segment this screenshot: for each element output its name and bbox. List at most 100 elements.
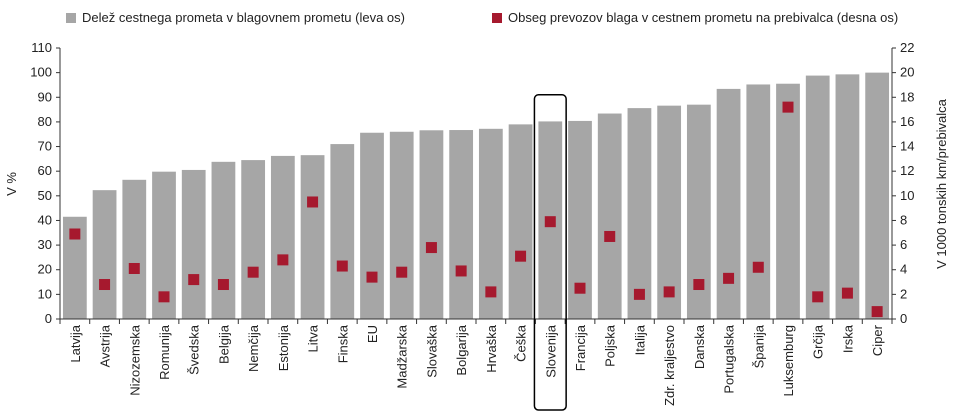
left-tick-label: 90 bbox=[38, 89, 52, 104]
bar bbox=[597, 113, 622, 319]
left-axis-title: V % bbox=[4, 172, 19, 196]
legend-marker-label: Obseg prevozov blaga v cestnem prometu n… bbox=[508, 10, 898, 25]
category-label: Poljska bbox=[603, 324, 618, 367]
bar bbox=[835, 74, 860, 320]
marker bbox=[455, 265, 467, 277]
category-label: Madžarska bbox=[395, 324, 410, 388]
category-label: Nemčija bbox=[246, 324, 261, 372]
category-label: Češka bbox=[514, 324, 529, 362]
highlight-box bbox=[533, 94, 567, 411]
marker bbox=[782, 101, 794, 113]
category-label: EU bbox=[365, 325, 380, 343]
marker bbox=[69, 228, 81, 240]
marker bbox=[544, 216, 556, 228]
category-label: Portugalska bbox=[722, 324, 737, 393]
left-tick-label: 30 bbox=[38, 237, 52, 252]
category-label: Latvija bbox=[68, 324, 83, 362]
category-label: Romunija bbox=[157, 324, 172, 380]
category-label: Finska bbox=[335, 324, 350, 363]
legend-bar-label: Delež cestnega prometa v blagovnem prome… bbox=[82, 10, 405, 25]
category-label: Zdr. kraljestvo bbox=[662, 325, 677, 406]
legend-marker-swatch bbox=[492, 13, 502, 23]
left-tick-label: 110 bbox=[31, 40, 52, 55]
bar bbox=[181, 169, 206, 319]
right-tick-label: 10 bbox=[900, 188, 914, 203]
bar bbox=[241, 160, 266, 319]
category-label: Danska bbox=[692, 324, 707, 369]
marker bbox=[277, 254, 289, 266]
bar bbox=[360, 132, 384, 319]
marker bbox=[871, 306, 883, 318]
category-label: Bolgarija bbox=[454, 324, 469, 375]
right-tick-label: 20 bbox=[900, 65, 914, 80]
bar bbox=[330, 144, 355, 319]
legend-bar-swatch bbox=[66, 13, 76, 23]
category-label: Švedska bbox=[187, 324, 202, 375]
bar bbox=[657, 105, 682, 319]
right-tick-label: 22 bbox=[900, 40, 914, 55]
marker bbox=[812, 291, 824, 303]
bar bbox=[270, 155, 295, 319]
left-tick-label: 10 bbox=[38, 286, 52, 301]
marker bbox=[217, 279, 229, 291]
right-tick-label: 6 bbox=[900, 237, 907, 252]
category-label: Ciper bbox=[870, 324, 885, 356]
bar bbox=[300, 155, 325, 319]
category-label: Hrvaška bbox=[484, 324, 499, 372]
left-tick-label: 40 bbox=[38, 212, 52, 227]
bar bbox=[865, 72, 890, 320]
left-tick-label: 0 bbox=[45, 311, 52, 326]
marker bbox=[336, 260, 348, 272]
bar bbox=[805, 75, 830, 319]
bar bbox=[716, 88, 741, 319]
right-tick-label: 2 bbox=[900, 286, 907, 301]
category-label: Francija bbox=[573, 324, 588, 371]
right-tick-label: 12 bbox=[900, 163, 914, 178]
bar bbox=[419, 130, 444, 319]
left-tick-label: 70 bbox=[38, 139, 52, 154]
marker bbox=[633, 288, 645, 300]
marker bbox=[188, 274, 200, 286]
marker bbox=[841, 287, 853, 299]
right-tick-label: 4 bbox=[900, 262, 907, 277]
category-label: Slovenija bbox=[543, 324, 558, 378]
marker bbox=[604, 230, 616, 242]
marker bbox=[574, 282, 586, 294]
bar bbox=[746, 84, 771, 319]
bar bbox=[686, 104, 711, 319]
marker bbox=[396, 266, 408, 278]
bar bbox=[152, 171, 176, 319]
category-label: Belgija bbox=[216, 324, 231, 364]
legend: Delež cestnega prometa v blagovnem prome… bbox=[66, 10, 898, 25]
right-tick-label: 8 bbox=[900, 212, 907, 227]
category-label: Estonija bbox=[276, 324, 291, 371]
marker bbox=[752, 261, 764, 273]
marker bbox=[485, 286, 497, 298]
category-label: Italija bbox=[632, 324, 647, 355]
left-tick-label: 100 bbox=[30, 65, 52, 80]
bar bbox=[122, 179, 147, 319]
marker bbox=[425, 242, 437, 254]
category-label: Avstrija bbox=[98, 324, 113, 367]
category-label: Slovaška bbox=[424, 324, 439, 378]
bar bbox=[389, 131, 414, 319]
marker bbox=[693, 279, 705, 291]
plot-area: 0 10 20 30 40 50 60 70 80 90 100 110 0 2 4 6 8 10 12 14 16 18… bbox=[30, 40, 914, 411]
bar bbox=[776, 83, 800, 320]
right-axis-title: V 1000 tonskih km/prebivalca bbox=[934, 98, 949, 269]
bar bbox=[478, 128, 503, 319]
left-tick-label: 50 bbox=[38, 188, 52, 203]
category-label: Španija bbox=[751, 324, 766, 368]
category-label: Luksemburg bbox=[781, 325, 796, 397]
right-tick-label: 0 bbox=[900, 311, 907, 326]
category-label: Grčija bbox=[811, 324, 826, 359]
marker bbox=[723, 272, 735, 284]
left-tick-label: 80 bbox=[38, 114, 52, 129]
bar bbox=[62, 216, 87, 319]
marker bbox=[99, 279, 111, 291]
bar bbox=[449, 130, 474, 319]
left-tick-label: 60 bbox=[38, 163, 52, 178]
category-label: Litva bbox=[306, 324, 321, 352]
right-tick-label: 18 bbox=[900, 89, 914, 104]
